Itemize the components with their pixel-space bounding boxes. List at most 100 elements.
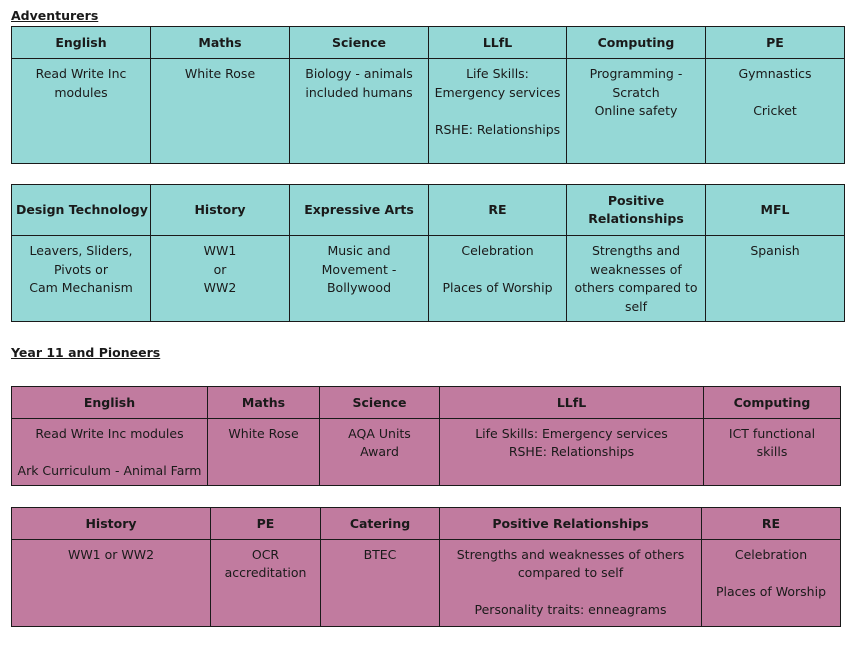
cell-text: Spanish — [750, 243, 800, 258]
header-text: RE — [761, 515, 781, 531]
column-header-re: RE — [428, 184, 567, 236]
cell-text: Award — [360, 444, 399, 460]
column-header-expressive-arts: Expressive Arts — [289, 184, 429, 236]
cell-text: skills — [756, 444, 788, 460]
cell-maths: White Rose — [150, 58, 290, 164]
content-row: Read Write Inc modules Ark Curriculum - … — [11, 418, 841, 486]
cell-text: RSHE: Relationships — [434, 121, 561, 137]
cell-text: compared to self — [517, 565, 624, 581]
column-header-re: RE — [701, 507, 841, 540]
content-row: WW1 or WW2 OCR accreditation BTEC Strengths … — [11, 539, 841, 627]
header-row: History PE Catering Positive Relationships R… — [11, 507, 841, 540]
adventurers-table-1: English Maths Science LLfL Computing PE Read … — [11, 26, 845, 164]
cell-catering: BTEC — [320, 539, 440, 627]
section-heading-adventurers: Adventurers — [11, 8, 99, 23]
header-row: Design Technology History Expressive Arts R… — [11, 184, 845, 236]
cell-text — [433, 261, 562, 280]
header-text: English — [55, 34, 107, 50]
cell-llfl: Life Skills: Emergency services RSHE: Rel… — [428, 58, 567, 164]
column-header-positive-relationships: Positive Relationships — [439, 507, 702, 540]
section-heading-year-11-and-pioneers: Year 11 and Pioneers — [11, 345, 161, 360]
cell-text — [710, 84, 840, 103]
column-header-pe: PE — [705, 26, 845, 59]
cell-text: Emergency services — [434, 84, 561, 100]
cell-text: WW1 or WW2 — [67, 547, 155, 562]
header-text: Maths — [198, 34, 242, 50]
header-text: LLfL — [556, 394, 587, 410]
header-text: PE — [766, 34, 784, 50]
header-text: Expressive Arts — [304, 202, 414, 217]
cell-text: Places of Worship — [716, 583, 826, 599]
cell-text: Gymnastics — [738, 66, 812, 81]
cell-positive-relationships: Strengths and weaknesses of others compare… — [566, 235, 706, 322]
content-row: Leavers, Sliders, Pivots or Cam Mechanism W… — [11, 235, 845, 322]
column-header-history: History — [150, 184, 290, 236]
cell-text: Online safety — [594, 103, 678, 118]
cell-re: Celebration Places of Worship — [701, 539, 841, 627]
header-row: English Maths Science LLfL Computing PE — [11, 26, 845, 59]
cell-text: Read Write Inc modules — [35, 426, 184, 441]
cell-text — [444, 583, 697, 601]
cell-text: Read Write Inc — [35, 66, 127, 81]
header-text: Science — [352, 394, 407, 410]
cell-expressive-arts: Music and Movement - Bollywood — [289, 235, 429, 322]
column-header-english: English — [11, 26, 151, 59]
pioneers-table-2: History PE Catering Positive Relationships R… — [11, 507, 841, 627]
cell-text: BTEC — [363, 547, 397, 562]
column-header-positive-relationships: Positive Relationships — [566, 184, 706, 236]
cell-text: AQA Units — [348, 426, 411, 441]
header-text: Positive — [607, 193, 665, 208]
cell-text: modules — [54, 84, 108, 100]
header-text: LLfL — [482, 34, 513, 50]
cell-text: Movement - — [321, 261, 397, 277]
header-text: Design Technology — [16, 202, 148, 217]
column-header-computing: Computing — [703, 386, 841, 419]
cell-text: included humans — [305, 84, 413, 100]
column-header-mfl: MFL — [705, 184, 845, 236]
cell-text: White Rose — [228, 426, 299, 441]
cell-text: Biology - animals — [305, 66, 413, 81]
cell-text: Programming - — [589, 66, 683, 81]
header-text: History — [194, 202, 246, 217]
cell-text — [706, 564, 836, 582]
column-header-llfl: LLfL — [428, 26, 567, 59]
cell-text: Celebration — [461, 243, 534, 258]
cell-text: Cam Mechanism — [29, 280, 133, 295]
header-text: Computing — [733, 394, 811, 410]
cell-maths: White Rose — [207, 418, 320, 486]
header-text: Science — [332, 34, 386, 50]
column-header-pe: PE — [210, 507, 321, 540]
header-text: History — [85, 515, 137, 531]
cell-text: RSHE: Relationships — [508, 444, 635, 460]
cell-text: Scratch — [612, 84, 660, 100]
column-header-history: History — [11, 507, 211, 540]
cell-text: WW1 — [203, 243, 237, 258]
cell-computing: Programming - Scratch Online safety — [566, 58, 706, 164]
cell-science: AQA Units Award — [319, 418, 440, 486]
cell-text: OCR — [251, 547, 280, 562]
column-header-llfl: LLfL — [439, 386, 704, 419]
cell-text: others compared to — [574, 280, 698, 295]
cell-text: or — [213, 261, 227, 277]
column-header-science: Science — [289, 26, 429, 59]
header-text: English — [83, 394, 136, 410]
header-text: Relationships — [588, 211, 684, 226]
cell-text: Places of Worship — [442, 280, 553, 295]
cell-text: Bollywood — [326, 280, 392, 295]
header-text: Computing — [597, 34, 675, 50]
cell-llfl: Life Skills: Emergency services RSHE: Rel… — [439, 418, 704, 486]
cell-text: ICT functional — [728, 426, 816, 441]
cell-english: Read Write Inc modules — [11, 58, 151, 164]
cell-text: Strengths and weaknesses of others — [456, 547, 685, 562]
column-header-catering: Catering — [320, 507, 440, 540]
cell-mfl: Spanish — [705, 235, 845, 322]
cell-text: Life Skills: — [466, 66, 529, 81]
content-row: Read Write Inc modules White Rose Biology -… — [11, 58, 845, 164]
cell-text: Music and — [327, 243, 391, 258]
header-text: RE — [488, 202, 507, 217]
cell-text: weaknesses of — [590, 261, 682, 277]
adventurers-table-2: Design Technology History Expressive Arts R… — [11, 184, 845, 322]
cell-text: Ark Curriculum - Animal Farm — [17, 462, 202, 478]
column-header-english: English — [11, 386, 208, 419]
header-text: Catering — [349, 515, 411, 531]
